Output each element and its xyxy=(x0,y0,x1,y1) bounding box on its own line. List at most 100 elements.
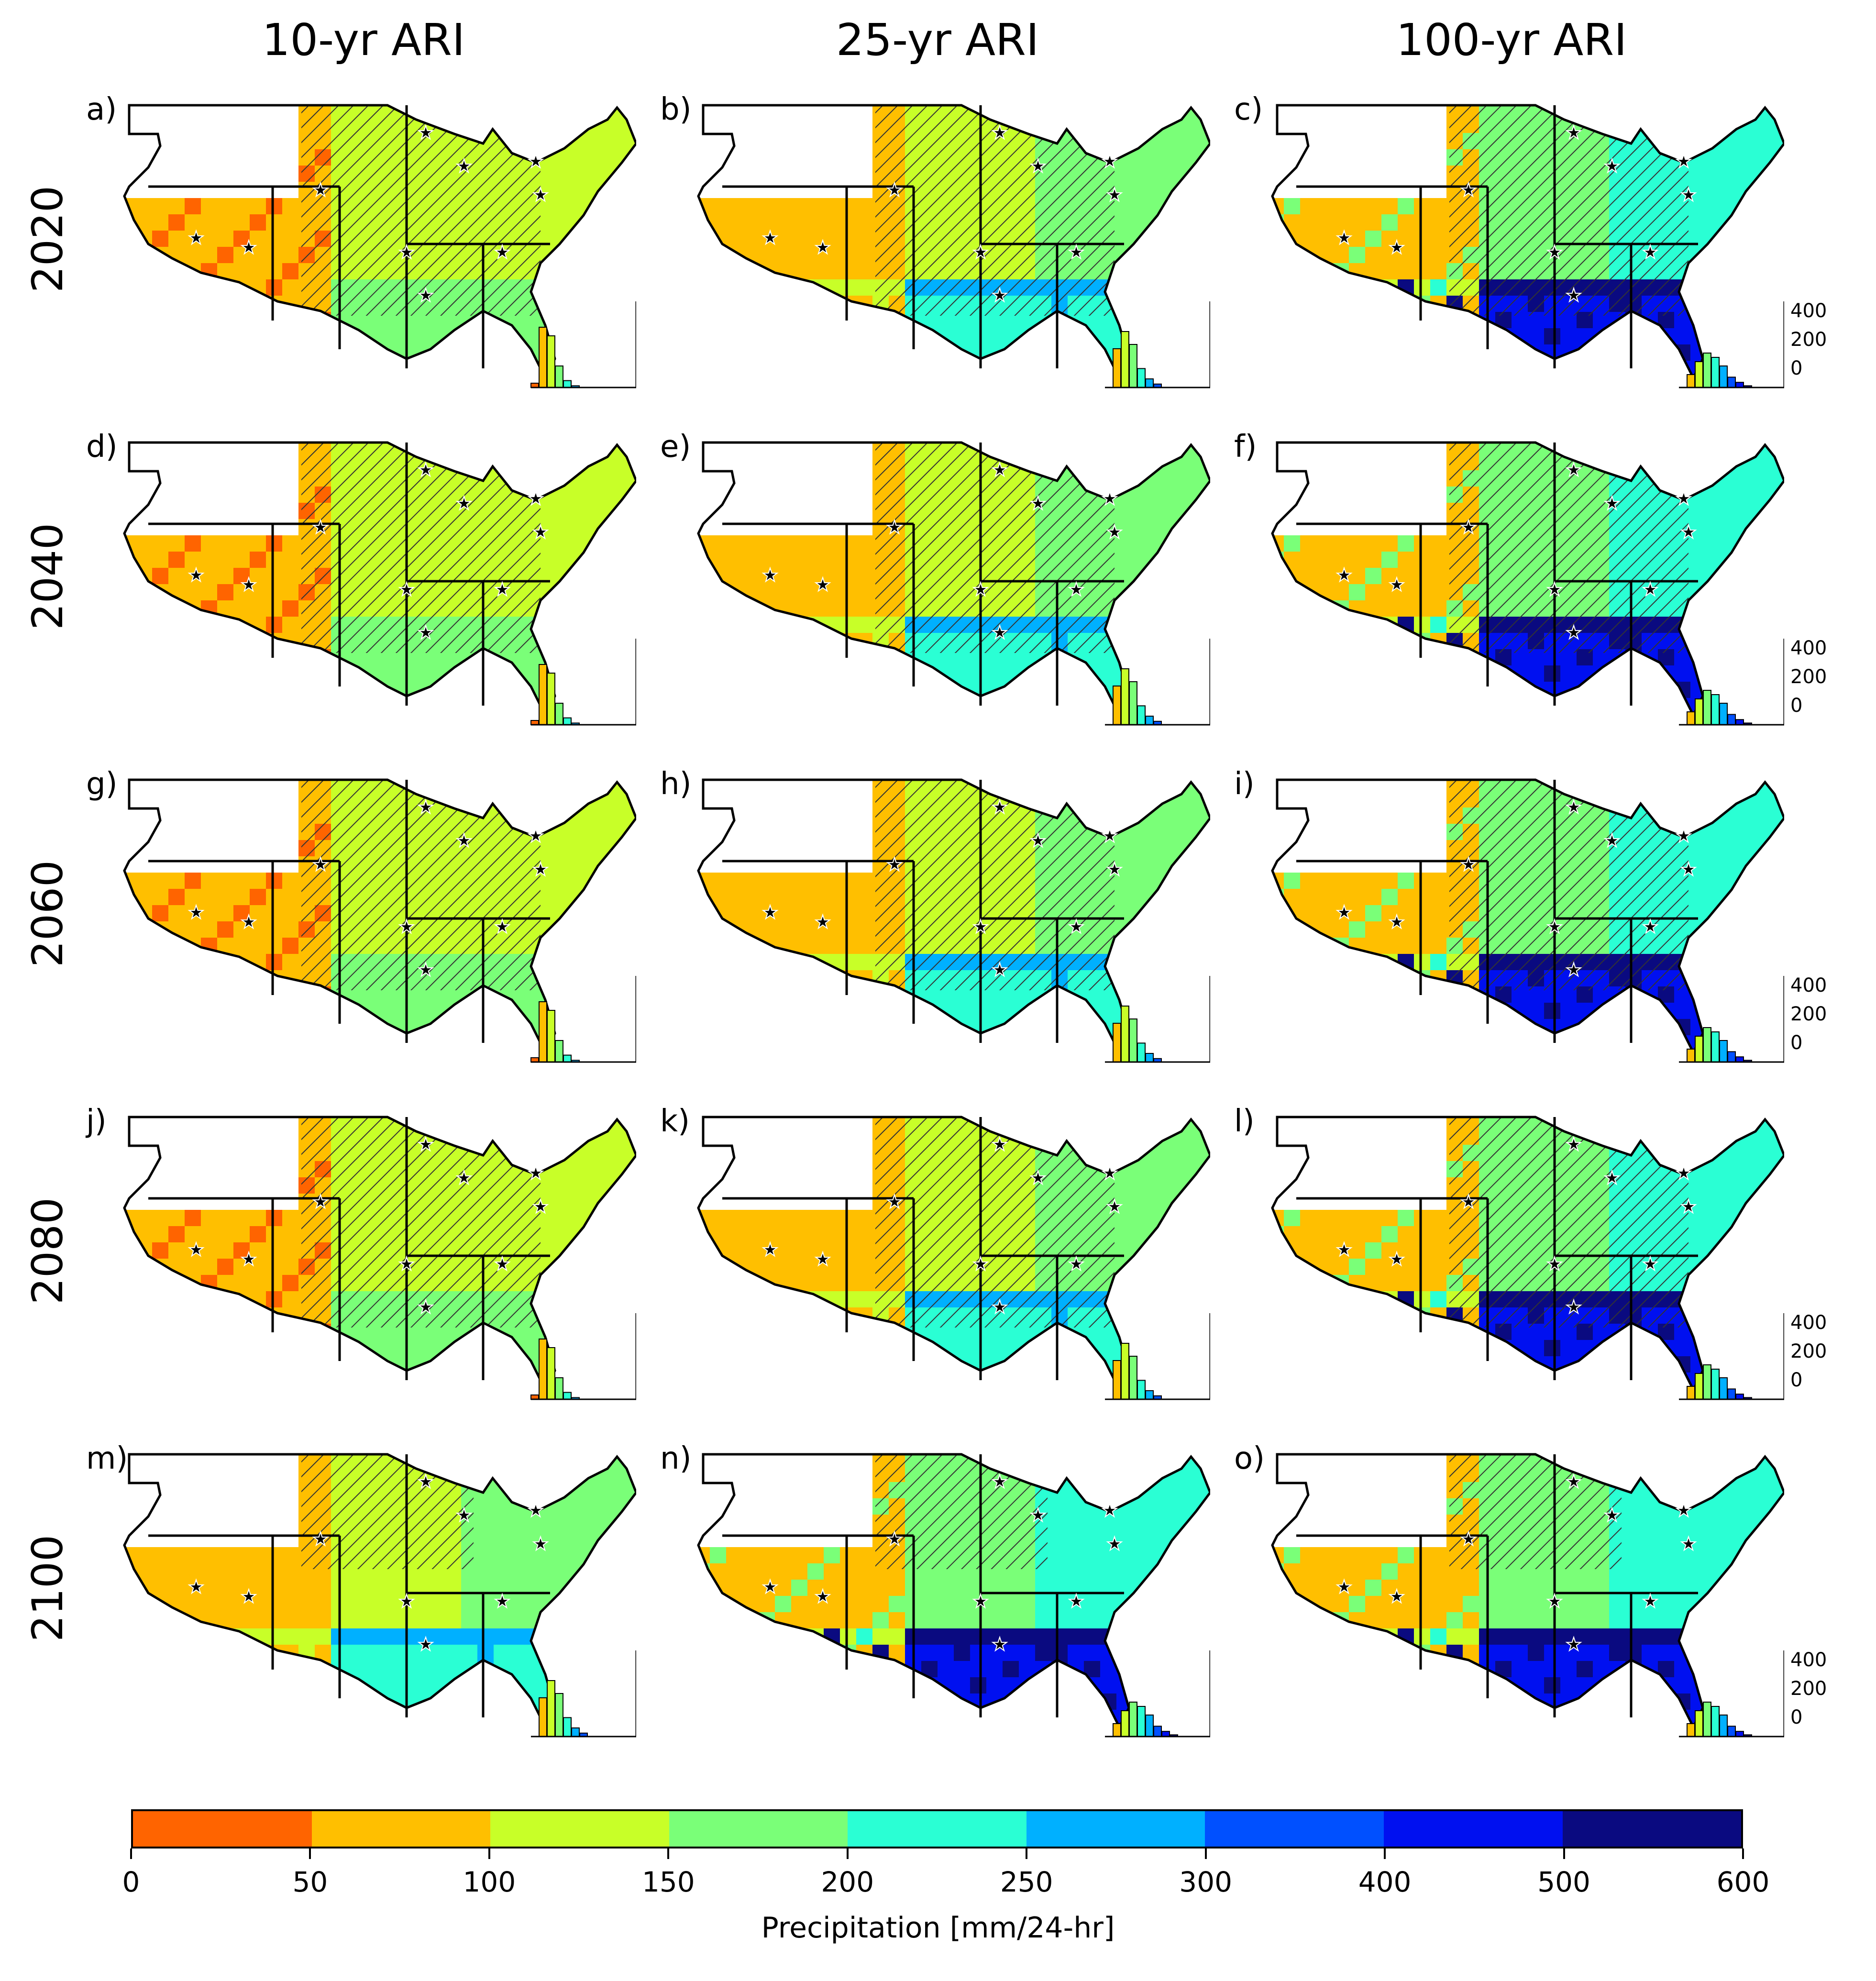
city-star-icon: ★ xyxy=(815,1249,831,1270)
histogram-bar xyxy=(563,1054,572,1062)
histogram-bar xyxy=(1695,1373,1703,1400)
city-star-icon: ★ xyxy=(1566,1634,1582,1655)
city-star-icon: ★ xyxy=(1336,227,1352,248)
column-title-100yr: 100-yr ARI xyxy=(1396,14,1627,66)
city-star-icon: ★ xyxy=(992,1134,1008,1155)
city-star-icon: ★ xyxy=(972,579,989,600)
no-data-region xyxy=(124,443,292,524)
panel-label: f) xyxy=(1234,429,1257,465)
histogram-bar xyxy=(1727,1726,1736,1738)
city-star-icon: ★ xyxy=(1604,493,1620,514)
histogram-bar xyxy=(1703,353,1711,388)
city-star-icon: ★ xyxy=(241,237,257,258)
city-star-icon: ★ xyxy=(1604,1505,1620,1526)
histogram-axis xyxy=(1679,1313,1784,1400)
city-star-icon: ★ xyxy=(1566,122,1582,143)
map-panel: m) ★ ★ ★ ★ ★ ★ ★ ★ ★ ★ xyxy=(86,1441,636,1760)
city-star-icon: ★ xyxy=(188,902,204,923)
histogram-bar xyxy=(1735,382,1744,388)
histogram-axis xyxy=(531,639,636,726)
city-star-icon: ★ xyxy=(1389,574,1405,595)
city-star-icon: ★ xyxy=(532,184,549,205)
histogram-bar xyxy=(1113,348,1121,388)
significance-hatching xyxy=(1449,1454,1622,1569)
histogram-bar xyxy=(539,1697,547,1737)
city-star-icon: ★ xyxy=(188,564,204,586)
row-label-2080: 2080 xyxy=(23,1197,72,1305)
histogram-bar xyxy=(1719,1377,1728,1400)
histogram-axis xyxy=(1679,639,1784,726)
histogram-bar xyxy=(1719,703,1728,725)
histogram-bar xyxy=(1711,694,1720,725)
city-star-icon: ★ xyxy=(532,1196,549,1217)
city-star-icon: ★ xyxy=(1680,521,1697,542)
panel-label: l) xyxy=(1234,1104,1255,1139)
city-star-icon: ★ xyxy=(532,859,549,880)
histogram-bar xyxy=(563,1392,572,1400)
histogram-tick-labels: 400 200 0 xyxy=(1787,966,1834,1072)
city-star-icon: ★ xyxy=(992,459,1008,480)
colorbar-tick-label: 150 xyxy=(641,1866,695,1898)
panel-label: j) xyxy=(86,1104,107,1139)
city-star-icon: ★ xyxy=(1460,854,1477,875)
histogram-bar xyxy=(1695,1036,1703,1062)
city-star-icon: ★ xyxy=(188,227,204,248)
histogram-bar xyxy=(1703,1364,1711,1400)
histogram-bar xyxy=(1687,711,1695,725)
histogram-axis xyxy=(531,301,636,388)
histogram-bar xyxy=(1727,1051,1736,1063)
city-star-icon: ★ xyxy=(1106,1196,1123,1217)
histogram-tick-label: 0 xyxy=(1790,1032,1803,1054)
city-star-icon: ★ xyxy=(1566,1296,1582,1317)
histogram-bar xyxy=(1727,376,1736,388)
city-star-icon: ★ xyxy=(1546,916,1563,937)
city-star-icon: ★ xyxy=(886,1191,903,1212)
histogram-bar xyxy=(563,380,572,388)
city-star-icon: ★ xyxy=(1642,579,1658,600)
city-star-icon: ★ xyxy=(972,242,989,263)
city-star-icon: ★ xyxy=(1389,237,1405,258)
colorbar-bin xyxy=(1205,1811,1384,1847)
no-data-region xyxy=(698,780,866,861)
colorbar-bin xyxy=(1383,1811,1563,1847)
city-star-icon: ★ xyxy=(418,459,434,480)
histogram-bar xyxy=(547,673,555,725)
histogram-bar xyxy=(1711,357,1720,388)
histogram-bar xyxy=(1719,365,1728,388)
map-panel: l) ★ ★ ★ ★ ★ ★ ★ ★ ★ ★ 400 200 0 xyxy=(1234,1104,1827,1423)
precipitation-map: ★ ★ ★ ★ ★ ★ ★ ★ ★ ★ xyxy=(697,104,1210,388)
city-star-icon: ★ xyxy=(815,1586,831,1607)
city-star-icon: ★ xyxy=(1680,859,1697,880)
city-star-icon: ★ xyxy=(241,574,257,595)
colorbar-tick xyxy=(846,1848,849,1859)
histogram-axis xyxy=(1679,976,1784,1063)
city-star-icon: ★ xyxy=(1102,151,1118,172)
city-star-icon: ★ xyxy=(1546,242,1563,263)
histogram-bar xyxy=(1121,668,1129,725)
panel-label: k) xyxy=(660,1104,690,1139)
city-star-icon: ★ xyxy=(398,242,415,263)
city-star-icon: ★ xyxy=(886,517,903,538)
city-star-icon: ★ xyxy=(992,622,1008,643)
histogram-bar xyxy=(1113,1723,1121,1737)
histogram-bar xyxy=(1129,1702,1137,1737)
city-star-icon: ★ xyxy=(312,854,329,875)
colorbar xyxy=(131,1809,1743,1848)
histogram-tick-label: 0 xyxy=(1790,695,1803,717)
histogram-bar xyxy=(547,1680,555,1737)
colorbar-tick-label: 400 xyxy=(1358,1866,1412,1898)
histogram-bar xyxy=(1121,1006,1129,1062)
histogram-bar xyxy=(1719,1040,1728,1062)
panel-label: g) xyxy=(86,766,118,802)
city-star-icon: ★ xyxy=(241,1586,257,1607)
histogram-bar xyxy=(1113,686,1121,725)
no-data-region xyxy=(124,780,292,861)
panel-label: i) xyxy=(1234,766,1255,802)
colorbar-bin xyxy=(1562,1811,1742,1847)
map-panel: h) ★ ★ ★ ★ ★ ★ ★ ★ ★ ★ xyxy=(660,766,1210,1086)
colorbar-tick xyxy=(1384,1848,1386,1859)
city-star-icon: ★ xyxy=(1460,517,1477,538)
significance-hatching xyxy=(875,1454,1048,1569)
panel-label: o) xyxy=(1234,1441,1265,1476)
city-star-icon: ★ xyxy=(992,285,1008,306)
